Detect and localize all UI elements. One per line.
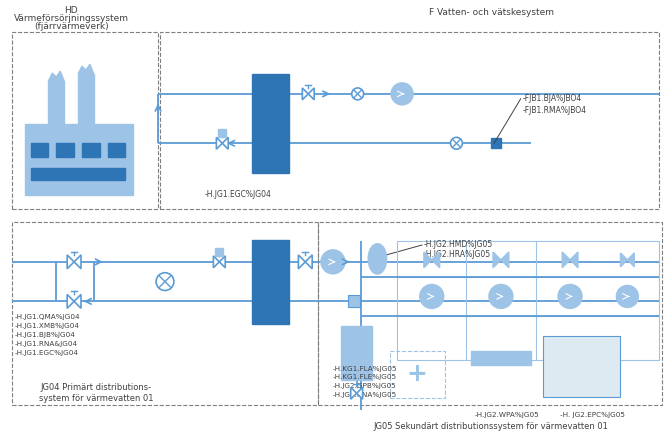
Bar (318, 222, 662, 405)
Polygon shape (501, 252, 509, 268)
Text: -H.KG1.FLE%JG05: -H.KG1.FLE%JG05 (333, 375, 397, 381)
Circle shape (420, 285, 444, 308)
Text: -H.JG1.QMA%JG04: -H.JG1.QMA%JG04 (15, 314, 81, 320)
Text: HD: HD (64, 6, 78, 15)
Bar (391, 351, 445, 398)
Circle shape (391, 83, 413, 105)
Bar (218, 130, 226, 137)
Text: -H.JG1.BJB%JG04: -H.JG1.BJB%JG04 (15, 332, 76, 338)
Polygon shape (570, 252, 578, 268)
Polygon shape (562, 252, 570, 268)
Polygon shape (48, 71, 64, 81)
Text: -H. JG2.EPC%JG05: -H. JG2.EPC%JG05 (560, 412, 625, 418)
Polygon shape (357, 388, 362, 399)
Polygon shape (74, 295, 81, 308)
Bar (107, 143, 125, 157)
Bar (215, 248, 223, 256)
Polygon shape (78, 64, 94, 74)
Polygon shape (493, 252, 501, 268)
Text: +: + (407, 362, 427, 387)
Circle shape (450, 137, 462, 149)
Bar (78, 74, 94, 125)
Bar (348, 295, 360, 307)
Polygon shape (305, 255, 312, 269)
Text: -H.JG2.HRA%JG05: -H.JG2.HRA%JG05 (424, 250, 491, 259)
Text: (fjärrvärmeverk): (fjärrvärmeverk) (34, 22, 109, 31)
Bar (31, 168, 125, 180)
Polygon shape (67, 295, 74, 308)
Bar (341, 326, 372, 381)
Polygon shape (216, 137, 222, 149)
Polygon shape (74, 255, 81, 269)
Circle shape (489, 285, 513, 308)
Polygon shape (213, 256, 219, 268)
Text: -H.JG1.EGC%JG04: -H.JG1.EGC%JG04 (205, 190, 271, 199)
Polygon shape (627, 253, 634, 267)
Bar (471, 351, 531, 365)
Polygon shape (621, 253, 627, 267)
Text: -H.JG1.EGC%JG04: -H.JG1.EGC%JG04 (15, 350, 79, 356)
Text: -H.JG1.RNA&JG04: -H.JG1.RNA&JG04 (15, 341, 78, 347)
Bar (25, 124, 134, 195)
Polygon shape (431, 252, 440, 268)
Bar (491, 138, 501, 148)
Bar (82, 143, 100, 157)
Text: Värmeförsörjningssystem: Värmeförsörjningssystem (13, 14, 129, 23)
Bar (31, 143, 48, 157)
Circle shape (156, 273, 174, 290)
Bar (12, 32, 158, 210)
Polygon shape (424, 252, 431, 268)
Text: -H.KG1.FLA%JG05: -H.KG1.FLA%JG05 (333, 365, 398, 372)
Text: F Vatten- och vätskesystem: F Vatten- och vätskesystem (429, 8, 554, 17)
Bar (252, 240, 289, 324)
Bar (544, 336, 621, 397)
Bar (160, 32, 659, 210)
Circle shape (558, 285, 582, 308)
Polygon shape (219, 256, 225, 268)
Bar (397, 241, 659, 360)
Text: -FJB1.BJA%JBO4: -FJB1.BJA%JBO4 (523, 94, 582, 103)
Text: JG05 Sekundärt distributionssystem för värmevatten 01: JG05 Sekundärt distributionssystem för v… (374, 422, 609, 431)
Polygon shape (67, 255, 74, 269)
Polygon shape (351, 388, 357, 399)
Text: -FJB1.RMA%JBO4: -FJB1.RMA%JBO4 (523, 106, 586, 115)
Text: -H.JG2.WPA%JG05: -H.JG2.WPA%JG05 (474, 412, 539, 418)
Bar (48, 81, 64, 125)
Polygon shape (299, 255, 305, 269)
Text: JG04 Primärt distributions-
system för värmevatten 01: JG04 Primärt distributions- system för v… (38, 383, 153, 403)
Circle shape (321, 250, 345, 274)
Ellipse shape (368, 244, 386, 274)
Text: -H.JG2.GPB%JG05: -H.JG2.GPB%JG05 (333, 383, 397, 389)
Text: -H.JG2.HMD%JG05: -H.JG2.HMD%JG05 (424, 240, 493, 249)
Text: -H.JG1.XMB%JG04: -H.JG1.XMB%JG04 (15, 323, 80, 329)
Bar (252, 74, 289, 173)
Circle shape (352, 88, 364, 100)
Polygon shape (303, 88, 308, 100)
Text: -H.JG2.RNA%JG05: -H.JG2.RNA%JG05 (333, 392, 397, 398)
Circle shape (617, 286, 638, 307)
Bar (12, 222, 318, 405)
Bar (56, 143, 74, 157)
Polygon shape (308, 88, 314, 100)
Polygon shape (222, 137, 228, 149)
